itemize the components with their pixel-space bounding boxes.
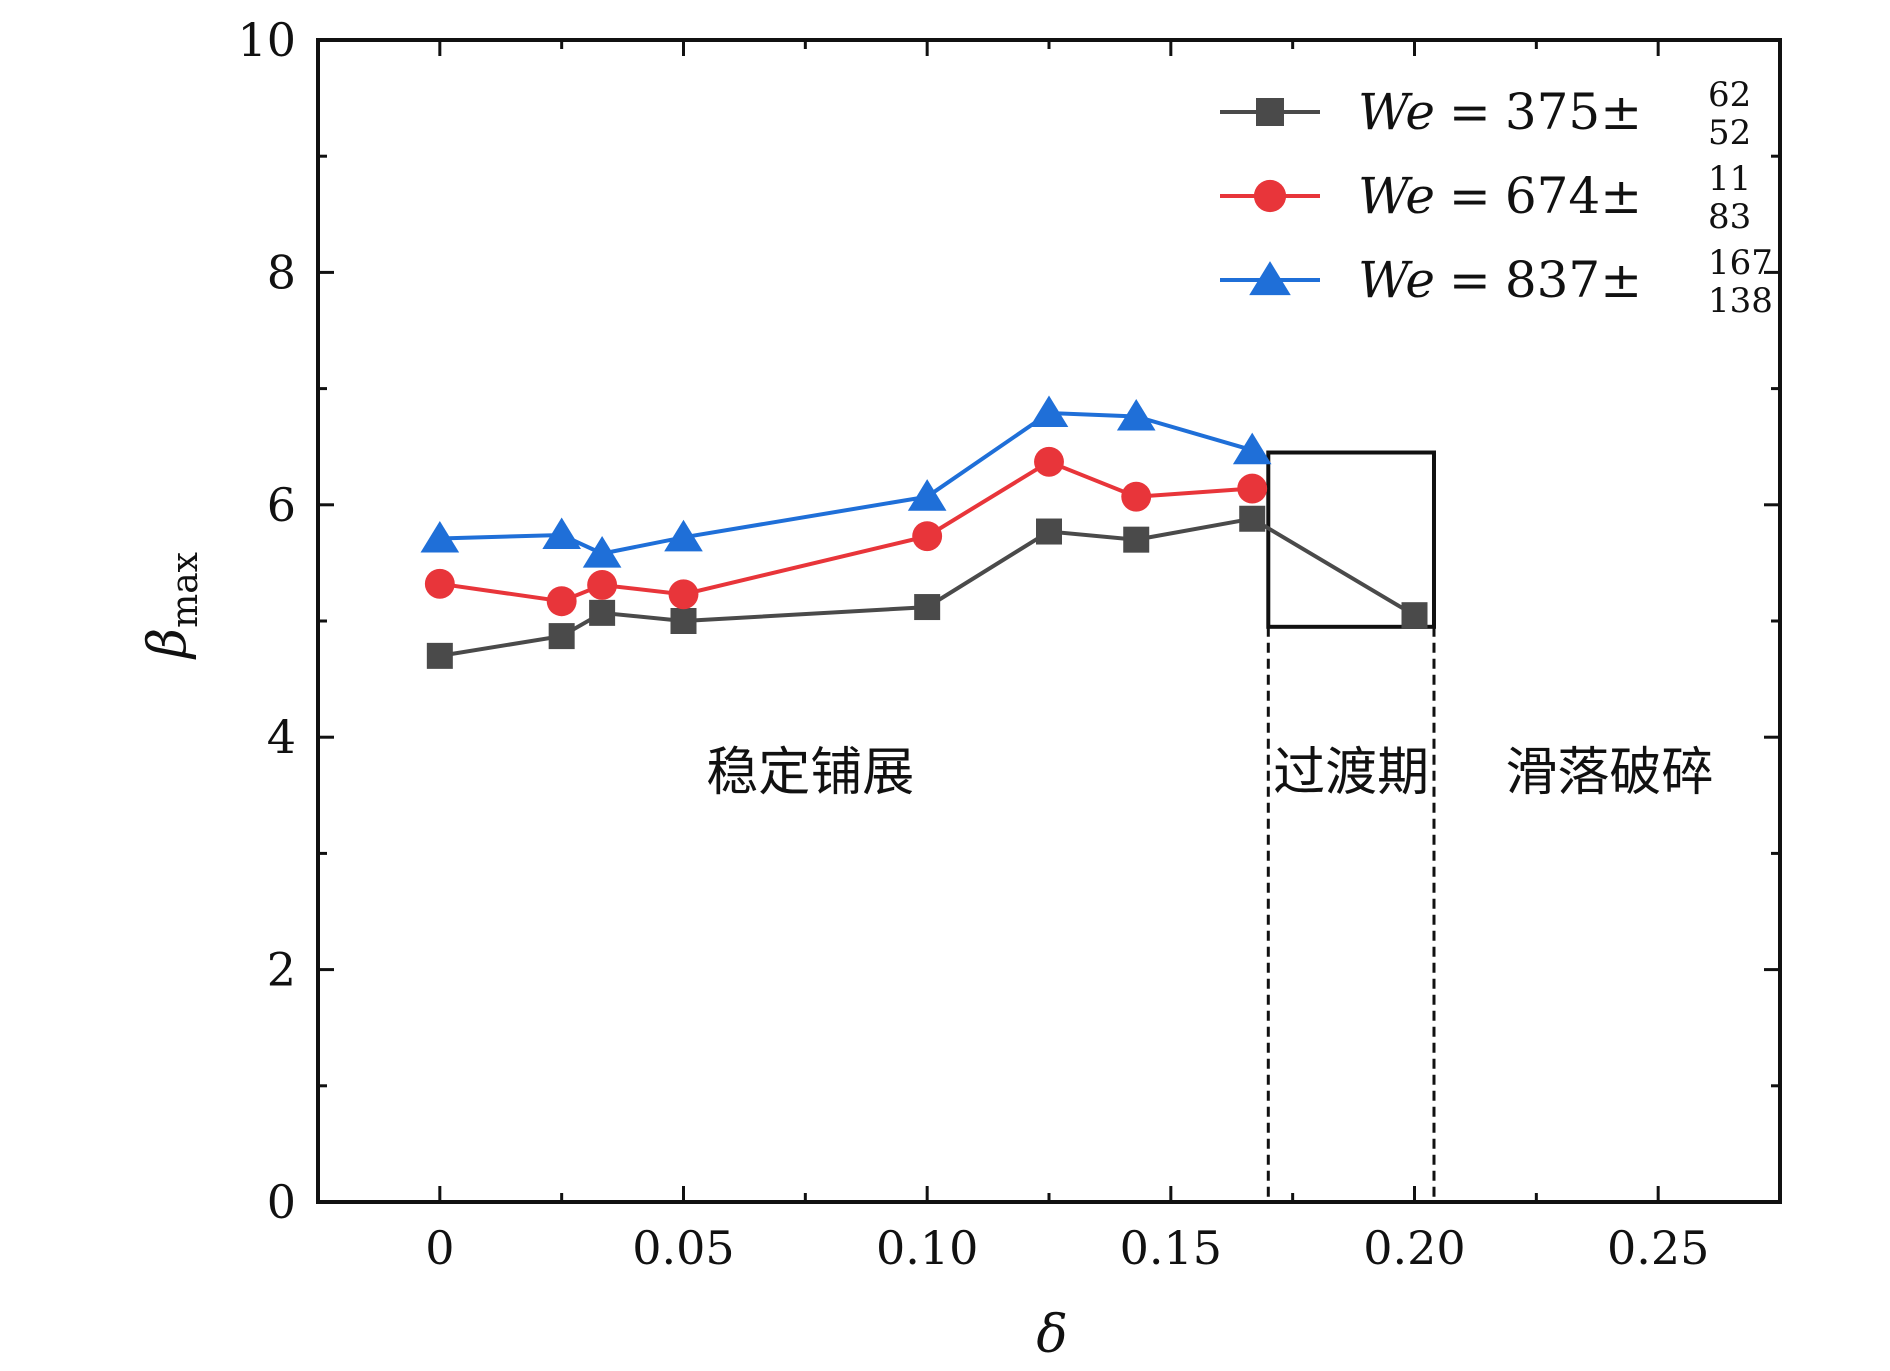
legend-superscript: 167	[1708, 243, 1773, 283]
legend-subscript: 138	[1708, 281, 1773, 321]
ticks-layer: 0 0.05 0.10 0.15 0.20 0.25 0 2 4 6 8 10	[237, 13, 1780, 1275]
data-point-circle	[424, 568, 455, 599]
data-point-square	[1036, 518, 1062, 545]
data-point-circle	[1237, 473, 1268, 504]
region-label: 滑落破碎	[1505, 743, 1713, 803]
data-point-circle	[546, 586, 577, 617]
x-tick-label: 0.20	[1363, 1221, 1465, 1275]
y-tick-label: 10	[237, 13, 296, 67]
x-axis-title: δ	[1036, 1305, 1067, 1365]
y-tick-label: 2	[267, 943, 296, 997]
region-label: 过渡期	[1273, 743, 1429, 803]
data-point-square	[426, 642, 453, 669]
series-square	[426, 505, 1428, 669]
x-tick-label: 0.25	[1607, 1221, 1709, 1275]
legend-superscript: 11	[1708, 159, 1751, 199]
data-point-circle	[1034, 446, 1064, 477]
data-point-triangle	[1249, 261, 1291, 296]
region-label: 稳定铺展	[706, 743, 914, 803]
data-point-square	[670, 608, 697, 634]
series-circle	[424, 446, 1268, 617]
data-point-square	[1256, 98, 1284, 126]
data-point-square	[1123, 526, 1150, 553]
y-tick-label: 4	[267, 710, 296, 764]
data-point-circle	[668, 579, 699, 610]
x-tick-label: 0.05	[632, 1221, 734, 1275]
legend-label: We = 674±	[1358, 167, 1642, 225]
annotation-layer: 稳定铺展 过渡期 滑落破碎	[706, 450, 1713, 1202]
data-point-triangle	[582, 536, 622, 568]
x-tick-label: 0	[425, 1221, 454, 1275]
legend-label: We = 837±	[1358, 251, 1642, 309]
data-point-triangle	[1029, 395, 1069, 428]
data-point-triangle	[664, 519, 703, 552]
x-tick-label: 0.15	[1120, 1221, 1222, 1275]
y-tick-label: 0	[267, 1175, 296, 1229]
legend-subscript: 52	[1708, 113, 1751, 153]
transition-highlight-box	[1266, 450, 1436, 629]
data-point-circle	[912, 521, 943, 552]
data-point-triangle	[1116, 398, 1156, 431]
series-triangle	[420, 395, 1272, 568]
svg-text:βmax: βmax	[138, 552, 206, 660]
data-point-triangle	[542, 517, 581, 550]
data-point-triangle	[907, 479, 947, 511]
data-point-square	[1239, 505, 1266, 532]
y-axis-title-sub: max	[165, 552, 206, 628]
data-point-circle	[587, 570, 618, 600]
data-point-square	[914, 594, 941, 621]
data-point-triangle	[1232, 432, 1272, 465]
legend-subscript: 83	[1708, 197, 1751, 237]
data-point-square	[1401, 602, 1428, 629]
legend-label: We = 375±	[1358, 83, 1642, 141]
y-axis-title: βmax	[138, 552, 206, 660]
data-point-square	[589, 599, 616, 626]
legend-superscript: 62	[1708, 75, 1751, 115]
y-tick-label: 8	[267, 245, 296, 299]
data-point-circle	[1253, 179, 1287, 213]
data-point-circle	[1121, 481, 1152, 512]
y-axis-title-main: β	[138, 628, 198, 660]
series-layer	[420, 395, 1428, 669]
data-point-triangle	[420, 520, 460, 553]
x-tick-label: 0.10	[876, 1221, 978, 1275]
data-point-square	[548, 623, 575, 650]
y-tick-label: 6	[267, 478, 296, 532]
